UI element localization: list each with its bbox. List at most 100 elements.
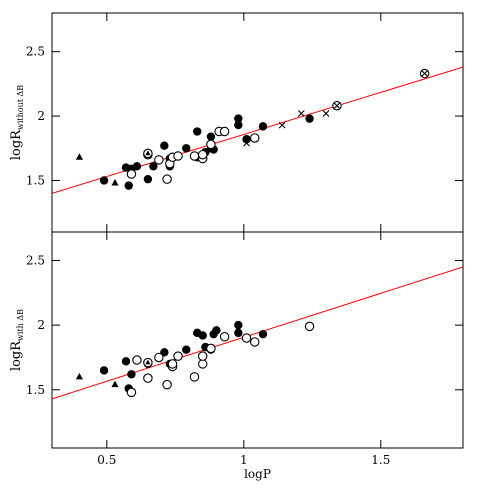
marker-shape [149,162,158,171]
point [127,370,136,379]
point [250,133,260,143]
marker-shape [173,151,183,161]
point [193,127,202,136]
marker-shape [197,149,208,160]
y-tick-label: 2.5 [26,253,45,267]
fit-line [52,66,463,194]
point [143,357,153,368]
marker-shape [143,373,153,383]
point [278,121,286,129]
marker-shape [75,372,83,380]
point [197,149,208,160]
point [305,114,314,123]
point [297,110,305,117]
marker-shape [143,174,153,184]
marker-shape [219,332,230,342]
point [162,379,172,390]
y-tick-label: 2 [37,109,45,123]
marker-shape [198,331,207,340]
point [143,373,153,383]
marker-shape [111,380,119,388]
point [149,162,158,171]
marker-shape [162,379,172,390]
point [124,181,133,190]
x-tick-label: 1 [240,453,248,467]
marker-shape [258,329,268,339]
y-axis-label-main: logR [9,129,24,160]
point [121,357,131,366]
point [206,132,216,141]
plot-frame [51,12,464,233]
point [304,321,315,332]
y-tick-label: 2 [37,318,45,332]
point [219,126,230,137]
marker-shape [154,155,164,165]
marker-shape [278,121,286,129]
y-tick-label: 1.5 [26,383,45,397]
point [143,148,153,159]
point [206,343,216,354]
marker-shape [234,120,243,130]
point [189,372,200,382]
marker-shape [127,370,136,379]
point [160,141,169,150]
marker-shape [182,345,191,354]
x-axis-label: logP [244,467,271,481]
point [111,380,119,388]
x-tick-label: 0.5 [97,453,116,467]
point [219,332,230,342]
marker-shape [75,153,83,160]
point [182,144,191,153]
marker-shape [250,133,260,143]
point [197,359,208,369]
marker-shape [333,102,341,110]
point [197,351,208,361]
marker-shape [250,337,260,347]
marker-shape [197,351,208,361]
data-layer [52,66,463,194]
point [75,153,83,160]
y-axis-label-sub: with ΔB [16,309,25,341]
marker-shape [167,359,178,369]
point [243,139,250,147]
marker-shape [212,326,221,335]
point [75,372,83,380]
marker-shape [197,359,208,369]
marker-shape [421,70,429,77]
point [258,329,268,339]
point [154,155,164,165]
marker-shape [145,150,151,156]
marker-shape [99,366,109,375]
marker-shape [126,387,137,398]
panel: 0.5 1 1.5 1.5 2 2.5 logP logRwith ΔB [9,231,464,481]
point [234,114,243,123]
y-axis-label: logRwith ΔB [9,309,25,371]
marker-shape [160,141,169,150]
marker-shape [206,139,216,150]
y-tick-label: 1.5 [26,173,45,187]
point [111,179,119,186]
point [242,135,251,144]
marker-shape [297,110,305,117]
panel: 1.5 2 2.5 logRwithout ΔB [9,12,464,233]
marker-shape [99,176,109,185]
point [198,331,207,340]
marker-shape [145,359,151,365]
point [332,101,342,111]
point [126,387,137,398]
point [258,122,268,131]
marker-shape [305,114,314,123]
point [143,174,153,184]
point [250,337,260,347]
point [126,169,137,179]
point [173,151,183,161]
marker-shape [111,179,119,186]
point [189,151,200,161]
marker-shape [234,320,243,330]
marker-shape [234,328,243,338]
marker-shape [243,139,250,147]
point [99,176,109,185]
point [234,320,243,330]
marker-shape [173,351,183,361]
